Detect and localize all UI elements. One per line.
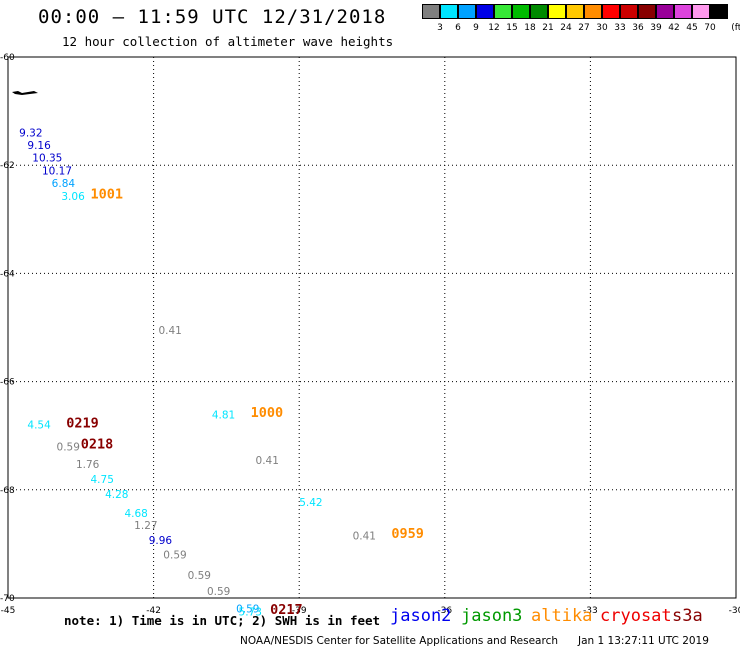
color-scale-label: 9 [473,23,479,33]
color-scale-label: 33 [614,23,626,33]
lat-tick-label: -70 [0,594,15,604]
satellite-legend-jason2: jason2 [390,606,452,626]
wave-height-label: 4.54 [27,420,51,432]
lat-tick-label: -60 [0,53,15,63]
map-frame [7,56,737,599]
color-scale-label: 24 [560,23,572,33]
wave-height-label: 4.81 [212,409,235,421]
lon-tick-label: -36 [437,606,452,616]
color-swatch [602,4,620,19]
color-scale-label: 42 [668,23,680,33]
color-swatch [674,4,692,19]
satellite-legend-s3a: s3a [672,606,703,626]
wave-height-label: 0.59 [188,570,211,582]
color-scale-label: 70 [704,23,716,33]
lon-tick-label: -39 [292,606,307,616]
wave-height-label: 1.27 [134,520,157,532]
pass-time-label: 0219 [66,416,99,432]
wave-height-label: 5.73 [239,606,262,618]
wave-height-label: 0.59 [57,441,80,453]
color-scale-label: 45 [686,23,698,33]
color-swatch [692,4,710,19]
color-scale-label: 3 [437,23,443,33]
color-swatch [620,4,638,19]
generated-timestamp: Jan 1 13:27:11 UTC 2019 [578,635,709,647]
satellite-legend-jason3: jason3 [461,606,523,626]
color-swatch [656,4,674,19]
color-scale-label: 18 [524,23,536,33]
lat-tick-label: -62 [0,161,15,171]
lon-tick-label: -30 [729,606,740,616]
lat-tick-label: -64 [0,269,15,279]
color-scale-unit: (ft) [731,23,740,33]
wave-height-label: 4.75 [91,474,114,486]
credit-text: NOAA/NESDIS Center for Satellite Applica… [240,635,558,647]
units-note: note: 1) Time is in UTC; 2) SWH is in fe… [64,613,381,628]
color-scale-label: 36 [632,23,644,33]
map-subtitle: 12 hour collection of altimeter wave hei… [62,34,394,49]
lon-tick-label: -42 [146,606,161,616]
wave-height-label: 10.17 [42,165,72,177]
pass-time-label: 0218 [81,437,114,453]
map-title: 00:00 — 11:59 UTC 12/31/2018 [38,6,387,28]
wave-height-label: 9.32 [19,128,42,140]
wave-height-label: 0.41 [158,325,181,337]
wave-height-label: 0.41 [353,531,376,543]
wave-height-label: 1.76 [76,459,100,471]
color-swatch [476,4,494,19]
island-shape [12,91,38,95]
color-swatch [440,4,458,19]
wave-height-label: 5.42 [299,497,322,509]
color-swatch [530,4,548,19]
wave-height-label: 0.59 [163,550,186,562]
lat-tick-label: -68 [0,486,15,496]
wave-height-label: 10.35 [32,152,62,164]
wave-height-label: 0.59 [236,604,259,616]
wave-height-label: 4.68 [124,508,147,520]
color-scale-label: 15 [506,23,518,33]
wave-height-label: 3.06 [61,191,85,203]
color-swatch [638,4,656,19]
color-scale-label: 27 [578,23,590,33]
wave-height-label: 9.96 [149,535,173,547]
lon-tick-label: -45 [1,606,16,616]
color-scale-label: 21 [542,23,554,33]
lat-tick-label: -66 [0,378,15,388]
pass-time-label: 1001 [91,187,124,203]
color-swatch [494,4,512,19]
lon-tick-label: -33 [583,606,598,616]
color-swatch [584,4,602,19]
color-scale-label: 12 [488,23,500,33]
color-swatch [566,4,584,19]
wave-height-label: 0.59 [207,586,230,598]
pass-time-label: 0217 [270,602,303,618]
color-swatch [548,4,566,19]
satellite-legend-altika: altika [531,606,593,626]
pass-time-label: 0959 [391,526,424,542]
wave-height-label: 0.41 [256,455,279,467]
color-scale-label: 6 [455,23,461,33]
wave-height-label: 6.84 [52,178,76,190]
color-scale-label: 39 [650,23,662,33]
satellite-legend-cryosat: cryosat [600,606,672,626]
color-scale-label: 30 [596,23,608,33]
color-swatch [512,4,530,19]
color-swatch [458,4,476,19]
wave-height-label: 4.28 [105,489,128,501]
pass-time-label: 1000 [251,405,284,421]
wave-height-label: 9.16 [27,140,51,152]
color-swatch [710,4,728,19]
color-swatch [422,4,440,19]
